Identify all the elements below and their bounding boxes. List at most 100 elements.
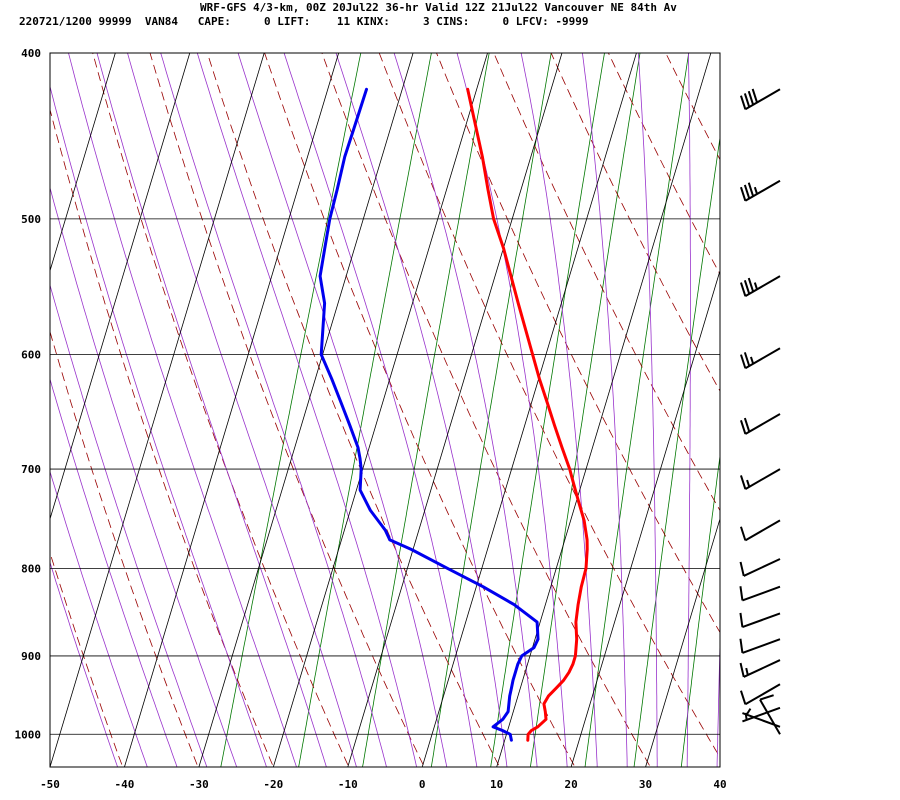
wind-barb-flag xyxy=(740,186,747,202)
moist-adiabat-line xyxy=(456,53,568,767)
moist-adiabat-line xyxy=(196,53,418,767)
moist-adiabat-line xyxy=(50,186,238,767)
y-tick-label: 400 xyxy=(21,47,41,60)
mixing-ratio-line xyxy=(529,53,641,767)
wind-barb-flag xyxy=(745,667,749,676)
moist-adiabat-line xyxy=(50,84,267,767)
moist-adiabat-line xyxy=(50,470,148,767)
wind-barb-flag xyxy=(753,186,759,195)
moist-adiabat-line xyxy=(393,53,538,767)
moist-adiabat-line xyxy=(716,626,720,767)
dry-adiabat-line xyxy=(50,551,124,767)
wind-barb-staff xyxy=(743,659,781,678)
x-tick-label: 10 xyxy=(490,778,503,791)
x-tick-label: 20 xyxy=(564,778,577,791)
wind-barb xyxy=(740,683,781,706)
moist-adiabat-line xyxy=(283,53,478,767)
mixing-ratio-line xyxy=(430,53,552,767)
wind-barb-staff xyxy=(742,585,781,602)
wind-barb xyxy=(739,585,781,602)
wind-barb-flag xyxy=(747,182,755,197)
isotherm-line xyxy=(645,517,720,767)
y-tick-label: 700 xyxy=(21,463,41,476)
wind-barb-staff xyxy=(744,413,781,435)
wind-barb-flag xyxy=(740,354,747,369)
moist-adiabat-line xyxy=(160,53,387,767)
isotherm-line xyxy=(421,53,637,767)
wind-barb-flag xyxy=(740,95,747,110)
wind-barb-staff xyxy=(742,706,781,723)
y-tick-label: 800 xyxy=(21,562,41,575)
wind-barbs xyxy=(739,88,781,735)
wind-barb-flag xyxy=(753,282,759,290)
wind-barb-flag xyxy=(743,279,751,295)
wind-barb-flag xyxy=(751,88,759,103)
dry-adiabat-line xyxy=(436,53,720,634)
x-tick-label: 0 xyxy=(419,778,426,791)
wind-barb xyxy=(740,413,781,435)
mixing-ratio-line xyxy=(362,53,490,767)
wind-barb-flag xyxy=(740,475,747,490)
wind-barb-staff xyxy=(744,347,781,370)
moist-adiabat-line xyxy=(581,53,628,767)
dry-adiabat-line xyxy=(665,53,720,161)
dry-adiabat-line xyxy=(378,53,720,759)
wind-barb-flag xyxy=(745,708,752,716)
wind-barb-flag xyxy=(739,612,744,628)
wind-barb-flag xyxy=(740,526,747,541)
y-tick-label: 500 xyxy=(21,213,41,226)
dry-adiabat-line xyxy=(92,53,350,767)
moist-adiabat-line xyxy=(520,53,598,767)
wind-barb-flag xyxy=(743,184,751,199)
x-tick-label: -40 xyxy=(115,778,135,791)
y-tick-label: 900 xyxy=(21,650,41,663)
wind-barb xyxy=(740,468,781,490)
dry-adiabat-line xyxy=(321,53,651,767)
wind-barb-staff xyxy=(744,519,781,542)
isotherm-line xyxy=(50,53,116,273)
isotherm-line xyxy=(272,53,488,767)
moist-adiabat-line xyxy=(335,53,508,767)
wind-barb-staff xyxy=(744,683,781,706)
mixing-ratio-line xyxy=(220,53,362,767)
tick-labels: 400 500 600 700 800 900 1000 -50 -40 -30 -20 -10 0 10… xyxy=(15,47,727,791)
dry-adiabat-line xyxy=(827,34,900,777)
wind-barb-flag xyxy=(739,561,745,577)
wind-barb xyxy=(740,519,781,542)
wind-barb-staff xyxy=(742,612,781,629)
x-tick-label: -30 xyxy=(189,778,209,791)
y-tick-label: 600 xyxy=(21,348,41,361)
wind-barb xyxy=(759,694,781,735)
moist-adiabat-line xyxy=(686,53,691,767)
moist-adiabat-line xyxy=(50,283,208,767)
wind-barb-flag xyxy=(740,282,747,297)
wind-barb-staff xyxy=(744,468,781,490)
moist-adiabat-line xyxy=(68,53,297,767)
y-tick-label: 1000 xyxy=(15,728,42,741)
plot-frame xyxy=(49,52,721,768)
mixing-ratio-line xyxy=(584,53,690,767)
moist-adiabat-line xyxy=(50,377,178,767)
wind-barb-staff xyxy=(744,179,781,202)
wind-barb xyxy=(740,88,781,111)
moist-adiabat-line xyxy=(237,53,448,767)
wind-barb xyxy=(739,659,781,678)
x-tick-label: -50 xyxy=(40,778,60,791)
moist-adiabat-line xyxy=(127,53,357,767)
wind-barb xyxy=(740,275,781,297)
isotherm-line xyxy=(198,53,414,767)
dry-adiabat-line xyxy=(493,53,720,512)
isotherm-line xyxy=(719,765,720,767)
wind-barb-staff xyxy=(742,638,781,654)
isotherm-line xyxy=(347,53,563,767)
dewpoint-line xyxy=(318,87,540,742)
background-lines xyxy=(50,34,900,777)
wind-barb-flag xyxy=(740,420,747,435)
dry-adiabat-line xyxy=(50,330,199,767)
sounding-indices: 220721/1200 99999 VAN84 CAPE: 0 LIFT: 11… xyxy=(19,15,589,28)
wind-barb xyxy=(740,179,781,202)
mixing-ratio-line xyxy=(680,452,720,767)
dry-adiabat-line xyxy=(50,108,274,767)
dry-adiabat-line xyxy=(884,34,900,777)
